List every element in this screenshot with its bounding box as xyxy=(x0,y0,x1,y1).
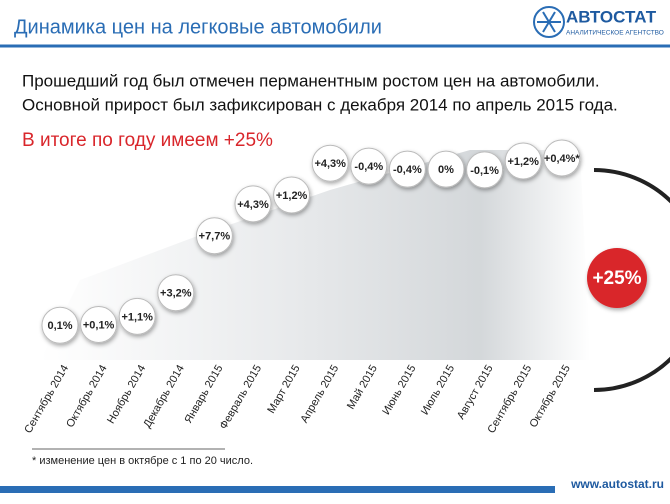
header-title: Динамика цен на легковые автомобили xyxy=(14,16,382,38)
footer-url-bg xyxy=(555,476,670,494)
logo-icon xyxy=(533,6,565,38)
value-bubble xyxy=(157,274,195,312)
footer-bar xyxy=(0,486,670,493)
value-label: +1,1% xyxy=(121,311,153,323)
value-label: +1,2% xyxy=(507,156,539,168)
value-bubble xyxy=(543,139,581,177)
value-bubble xyxy=(350,147,388,185)
logo-subtext: АНАЛИТИЧЕСКОЕ АГЕНТСТВО xyxy=(566,30,664,37)
value-bubble xyxy=(427,150,465,188)
footer-url: www.autostat.ru xyxy=(570,477,664,491)
value-bubble xyxy=(466,151,504,189)
footnote: * изменение цен в октябре с 1 по 20 числ… xyxy=(32,455,253,467)
logo: АВТОСТАТ АНАЛИТИЧЕСКОЕ АГЕНТСТВО xyxy=(533,6,664,38)
logo-icon-lines xyxy=(537,11,561,33)
value-label: +4,3% xyxy=(237,199,269,211)
value-label: 0% xyxy=(438,164,454,176)
subtitle-line: Основной прирост был зафиксирован с дека… xyxy=(22,95,618,114)
value-bubble xyxy=(311,144,349,182)
annotation: В итоге по году имеем +25% xyxy=(22,130,273,151)
value-bubble xyxy=(41,306,79,344)
value-label: -0,4% xyxy=(393,164,422,176)
value-label: +3,2% xyxy=(160,288,192,300)
total-label: +25% xyxy=(592,268,641,289)
value-bubble xyxy=(504,142,542,180)
total-bubble xyxy=(587,248,647,308)
subtitle-line: Прошедший год был отмечен перманентным р… xyxy=(22,71,600,90)
value-bubble xyxy=(388,150,426,188)
value-bubble xyxy=(80,306,118,344)
value-label: +7,7% xyxy=(199,231,231,243)
logo-text: АВТОСТАТ xyxy=(566,7,657,26)
total-arc xyxy=(593,168,670,392)
value-bubble xyxy=(118,297,156,335)
value-label: +0,4%* xyxy=(544,153,580,165)
value-label: +0,1% xyxy=(83,319,115,331)
value-label: -0,4% xyxy=(354,161,383,173)
value-label: -0,1% xyxy=(470,165,499,177)
value-label: 0,1% xyxy=(47,320,72,332)
value-bubble xyxy=(234,185,272,223)
value-bubble xyxy=(195,217,233,255)
value-label: +4,3% xyxy=(314,158,346,170)
value-bubble xyxy=(273,176,311,214)
value-label: +1,2% xyxy=(276,190,308,202)
